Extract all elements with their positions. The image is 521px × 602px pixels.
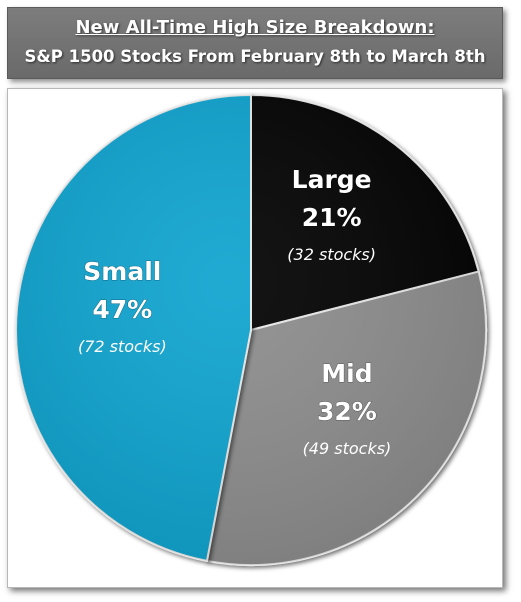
chart-panel: Large 21% (32 stocks) Mid 32% (49 stocks) Smal… (7, 88, 503, 588)
pie-chart: Large 21% (32 stocks) Mid 32% (49 stocks) Smal… (15, 93, 487, 566)
slice-label-name-large: Large (292, 165, 372, 194)
slice-label-percent-large: 21% (302, 203, 362, 232)
slice-label-count-mid: (49 stocks) (303, 439, 392, 458)
slice-label-count-large: (32 stocks) (287, 245, 376, 264)
slice-label-name-small: Small (83, 257, 161, 286)
slice-label-percent-small: 47% (92, 295, 152, 324)
pie-slice-small (15, 93, 252, 563)
chart-title: New All-Time High Size Breakdown: (75, 17, 435, 38)
slice-label-count-small: (72 stocks) (78, 337, 167, 356)
slice-label-name-mid: Mid (321, 359, 372, 388)
title-box: New All-Time High Size Breakdown: S&P 15… (7, 7, 503, 79)
chart-subtitle: S&P 1500 Stocks From February 8th to Mar… (24, 47, 486, 66)
slice-label-percent-mid: 32% (317, 397, 377, 426)
